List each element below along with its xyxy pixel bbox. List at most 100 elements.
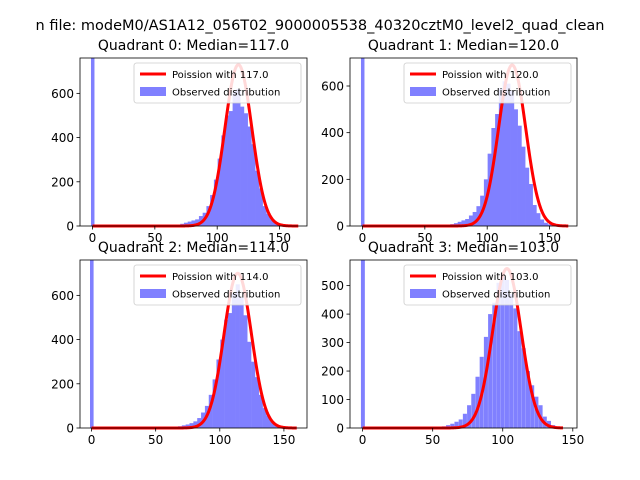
q3-hist-bar [530, 385, 535, 428]
q0-hist-bar [262, 206, 267, 226]
q1-y-tick-label: 600 [321, 80, 344, 94]
q2-x-tick-label: 0 [88, 433, 96, 447]
quadrant-2-panel: Quadrant 2: Median=114.0 0 50 100 150 0 200 400… [51, 240, 308, 447]
q2-legend-hist-swatch [140, 289, 166, 298]
q0-hist-bar [243, 113, 248, 226]
q0-hist-bar [183, 222, 189, 226]
quadrant-1-panel: Quadrant 1: Median=120.0 0 50 100 150 0 200 400… [321, 38, 578, 245]
q2-hist-bar [220, 339, 225, 428]
q2-x-tick-label: 50 [148, 433, 163, 447]
q3-legend: Poission with 103.0 Observed distribution [403, 264, 572, 306]
q0-hist-bar [225, 115, 230, 226]
q1-legend-box [403, 62, 572, 104]
q0-hist-bar [247, 126, 252, 226]
q1-legend: Poission with 120.0 Observed distribution [403, 62, 572, 104]
q2-hist-bar [185, 424, 190, 428]
q1-axes-frame [349, 57, 578, 227]
q1-hist-bar [495, 114, 500, 226]
q3-hist-bar [500, 277, 505, 428]
q3-hist-bar [462, 413, 467, 428]
q0-hist-bar [221, 135, 226, 226]
q3-axes-frame [349, 259, 578, 429]
q2-legend-fit-label: Poission with 114.0 [172, 272, 268, 283]
q3-hist-bar [488, 314, 493, 428]
q0-legend-fit-label: Poission with 117.0 [172, 70, 268, 81]
q2-hist-bar [247, 341, 252, 428]
q3-hist-bar [509, 294, 514, 428]
q2-hist-bar [208, 394, 213, 428]
q3-hist-bar [492, 302, 497, 428]
q3-hist-bar [454, 421, 459, 428]
q1-hist-bar [540, 219, 545, 226]
q1-legend-fit-label: Poission with 120.0 [442, 70, 538, 81]
q0-hist-bar [210, 195, 215, 226]
q3-x-tick-label: 0 [359, 433, 367, 447]
q1-hist-bar [468, 215, 474, 226]
q3-hist-bar [450, 423, 455, 428]
q2-hist-bar [254, 377, 260, 428]
q1-hist-bar [536, 213, 541, 226]
q3-legend-hist-label: Observed distribution [442, 290, 550, 301]
q3-x-tick-label: 100 [491, 433, 514, 447]
q2-hist-bar [227, 313, 233, 428]
q0-x-tick-label: 100 [206, 231, 229, 245]
q2-hist-bar [270, 421, 275, 428]
q3-hist-bar [504, 279, 509, 428]
q3-legend-box [403, 264, 572, 306]
q1-hist-bar [521, 146, 526, 226]
q0-hist-bar [187, 221, 192, 226]
q0-legend-hist-label: Observed distribution [172, 88, 280, 99]
q2-axes-frame [79, 259, 308, 429]
q0-hist-bar [206, 206, 211, 226]
q0-legend: Poission with 117.0 Observed distribution [133, 62, 302, 104]
q2-hist-bar [251, 361, 256, 428]
q0-title: Quadrant 0: Median=117.0 [98, 38, 289, 54]
q2-legend-box [133, 264, 302, 306]
q3-legend-hist-swatch [410, 289, 436, 298]
q3-hist-bar [458, 419, 463, 428]
q1-hist-bar [532, 205, 537, 226]
q3-y-tick-label: 400 [321, 308, 344, 322]
figure-title: n file: modeM0/AS1A12_056T02_9000005538_… [36, 18, 605, 34]
q0-legend-box [133, 62, 302, 104]
q2-hist-bar [243, 315, 248, 428]
q1-hist-bar [506, 83, 511, 227]
q2-hist-bar [262, 408, 267, 428]
q2-legend-hist-label: Observed distribution [172, 290, 280, 301]
q0-x-tick-label: 150 [268, 231, 291, 245]
q3-hist-bar [471, 393, 476, 428]
q2-y-tick-label: 400 [51, 333, 74, 347]
q1-zero-bin-bar [360, 58, 365, 226]
q2-hist-bar [235, 284, 240, 428]
q2-hist-bar [216, 359, 221, 428]
q0-y-tick-label: 400 [51, 131, 74, 145]
q3-legend-fit-label: Poission with 103.0 [442, 272, 538, 283]
q2-zero-bin-bar [90, 260, 94, 428]
q1-hist-bar [517, 125, 522, 226]
q0-hist-bar [255, 170, 260, 226]
quadrant-3-panel: Quadrant 3: Median=103.0 0 50 100 150 0 100 200… [321, 240, 584, 447]
q3-hist-bar [483, 336, 488, 428]
q3-y-tick-label: 500 [321, 279, 344, 293]
q3-hist-bar [517, 331, 522, 428]
q2-hist-bar [224, 319, 229, 428]
q2-hist-bar [189, 423, 194, 428]
q0-hist-bar [240, 106, 245, 226]
q1-hist-bar [457, 221, 462, 226]
q2-hist-bar [212, 379, 217, 428]
q3-hist-bar [467, 405, 472, 428]
q0-hist-bar [270, 219, 275, 226]
q0-x-tick-label: 0 [89, 231, 97, 245]
q0-hist-bar [236, 88, 241, 227]
q2-y-tick-label: 200 [51, 377, 74, 391]
q1-x-tick-label: 50 [417, 231, 432, 245]
q0-hist-bar [266, 213, 271, 226]
q3-x-tick-label: 150 [561, 433, 584, 447]
q1-hist-bar [465, 219, 470, 226]
q3-hist-bar [525, 371, 530, 428]
quadrant-0-panel: Quadrant 0: Median=117.0 0 50 100 150 0 200 400… [51, 38, 308, 245]
q0-hist-bar [228, 111, 233, 226]
q1-x-tick-label: 100 [476, 231, 499, 245]
q1-hist-bar [461, 220, 466, 226]
